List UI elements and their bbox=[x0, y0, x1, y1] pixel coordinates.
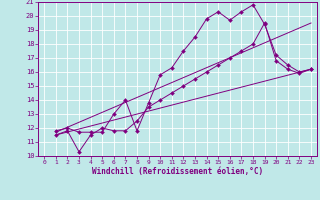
X-axis label: Windchill (Refroidissement éolien,°C): Windchill (Refroidissement éolien,°C) bbox=[92, 167, 263, 176]
